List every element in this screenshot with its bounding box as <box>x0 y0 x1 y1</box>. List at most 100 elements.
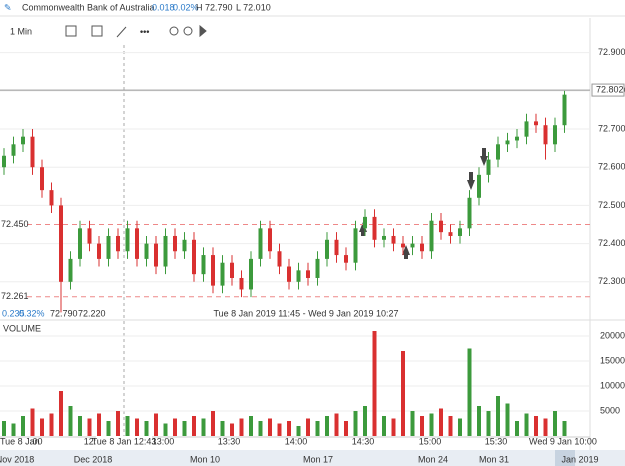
candle-body <box>534 121 538 126</box>
volume-bar <box>78 416 82 436</box>
x-tick-label: 15:30 <box>485 436 508 446</box>
candle-body <box>315 258 320 278</box>
volume-bar <box>287 421 291 436</box>
reference-label: 72.450 <box>1 219 29 229</box>
navigator-handle[interactable] <box>555 450 575 466</box>
x-tick-label: Tue 8 Jan <box>0 436 40 446</box>
candle-body <box>11 144 16 156</box>
toolbar-icons <box>65 24 207 38</box>
low: L 72.010 <box>236 2 271 12</box>
candle-body <box>439 220 443 233</box>
low-stat: 72.220 <box>78 308 106 318</box>
arrow-marker <box>402 245 410 259</box>
volume-bar <box>410 411 415 436</box>
candle-body <box>87 228 92 244</box>
indicator-icon[interactable] <box>91 25 103 37</box>
volume-bar <box>97 413 101 436</box>
candle-body <box>515 136 519 141</box>
volume-bar <box>467 348 472 436</box>
volume-bar <box>230 423 234 436</box>
candle-body <box>258 228 263 259</box>
draw-icon[interactable] <box>116 26 127 38</box>
candle-body <box>144 243 149 259</box>
edit-icon[interactable]: ✎ <box>4 2 12 12</box>
arrow-marker <box>467 172 475 190</box>
candle-body <box>391 235 396 244</box>
volume-bar <box>325 416 329 436</box>
interval-button[interactable]: 1 Min <box>10 26 32 36</box>
candle-body <box>182 239 187 252</box>
volume-bar <box>353 411 358 436</box>
high: H 72.790 <box>196 2 233 12</box>
candle-body <box>230 262 234 278</box>
navigator[interactable] <box>0 450 625 466</box>
volume-bar <box>21 416 25 436</box>
candle-body <box>268 228 272 252</box>
candle-body <box>125 228 130 252</box>
y-tick-label: 72.700 <box>598 123 625 133</box>
y-tick-label: 72.500 <box>598 200 625 210</box>
x-tick-label: 15:00 <box>419 436 442 446</box>
volume-bar <box>439 408 443 436</box>
volume-bar <box>562 421 567 436</box>
candle-body <box>562 94 567 126</box>
play-icon[interactable] <box>199 24 207 38</box>
volume-bar <box>211 411 215 436</box>
candle-body <box>505 140 510 145</box>
candle-body <box>296 270 301 282</box>
volume-bar <box>182 421 187 436</box>
x-tick-label: 13:00 <box>152 436 175 446</box>
volume-bar <box>163 423 168 436</box>
y-tick-label: 10000 <box>600 380 625 390</box>
volume-bar <box>106 421 111 436</box>
volume-bar <box>505 403 510 436</box>
candle-body <box>220 262 225 286</box>
volume-bar <box>477 406 481 436</box>
volume-bar <box>448 416 453 436</box>
candle-body <box>524 121 529 137</box>
y-tick-label: 72.600 <box>598 162 625 172</box>
volume-bar <box>49 413 54 436</box>
candle-body <box>458 228 462 236</box>
volume-bar <box>11 423 16 436</box>
navigator-label: Nov 2018 <box>0 454 34 464</box>
volume-bar <box>429 413 434 436</box>
zoom-out[interactable] <box>169 26 179 36</box>
volume-bar <box>277 423 282 436</box>
reference-label-box <box>0 290 22 303</box>
candle-body <box>477 174 481 198</box>
crosshair-label-box <box>96 436 152 448</box>
volume-bar <box>220 421 225 436</box>
volume-bar <box>30 408 35 436</box>
volume-bar <box>496 396 500 436</box>
volume-bar <box>135 418 139 436</box>
navigator-label: Mon 17 <box>303 454 333 464</box>
candle-body <box>40 167 44 191</box>
volume-bar <box>249 416 253 436</box>
volume-bar <box>306 418 310 436</box>
candle-body <box>448 232 453 236</box>
navigator-label: Mon 24 <box>418 454 448 464</box>
x-tick-label: 14:00 <box>285 436 308 446</box>
zoom-in[interactable] <box>183 26 193 36</box>
volume-bar <box>553 411 557 436</box>
chart-type-icon[interactable] <box>65 25 77 37</box>
candle-body <box>543 125 548 145</box>
corner-stat: 0.235 <box>2 308 25 318</box>
volume-bar <box>363 406 367 436</box>
y-tick-label: 5000 <box>600 405 620 415</box>
corner-stat: 0.32% <box>19 308 45 318</box>
volume-bar <box>116 411 120 436</box>
last-price-label: 72.802 <box>596 84 624 94</box>
navigator-label: Mon 10 <box>190 454 220 464</box>
candle-body <box>344 255 348 263</box>
candle-body <box>382 235 386 240</box>
volume-bar <box>296 426 301 436</box>
volume-bar <box>239 418 244 436</box>
crosshair-label: Tue 8 Jan 12:43 <box>92 436 157 446</box>
more-icon[interactable]: ••• <box>140 26 149 36</box>
volume-bar <box>515 421 519 436</box>
candle-body <box>116 235 120 252</box>
candle-body <box>287 266 291 282</box>
candle-body <box>30 136 35 168</box>
